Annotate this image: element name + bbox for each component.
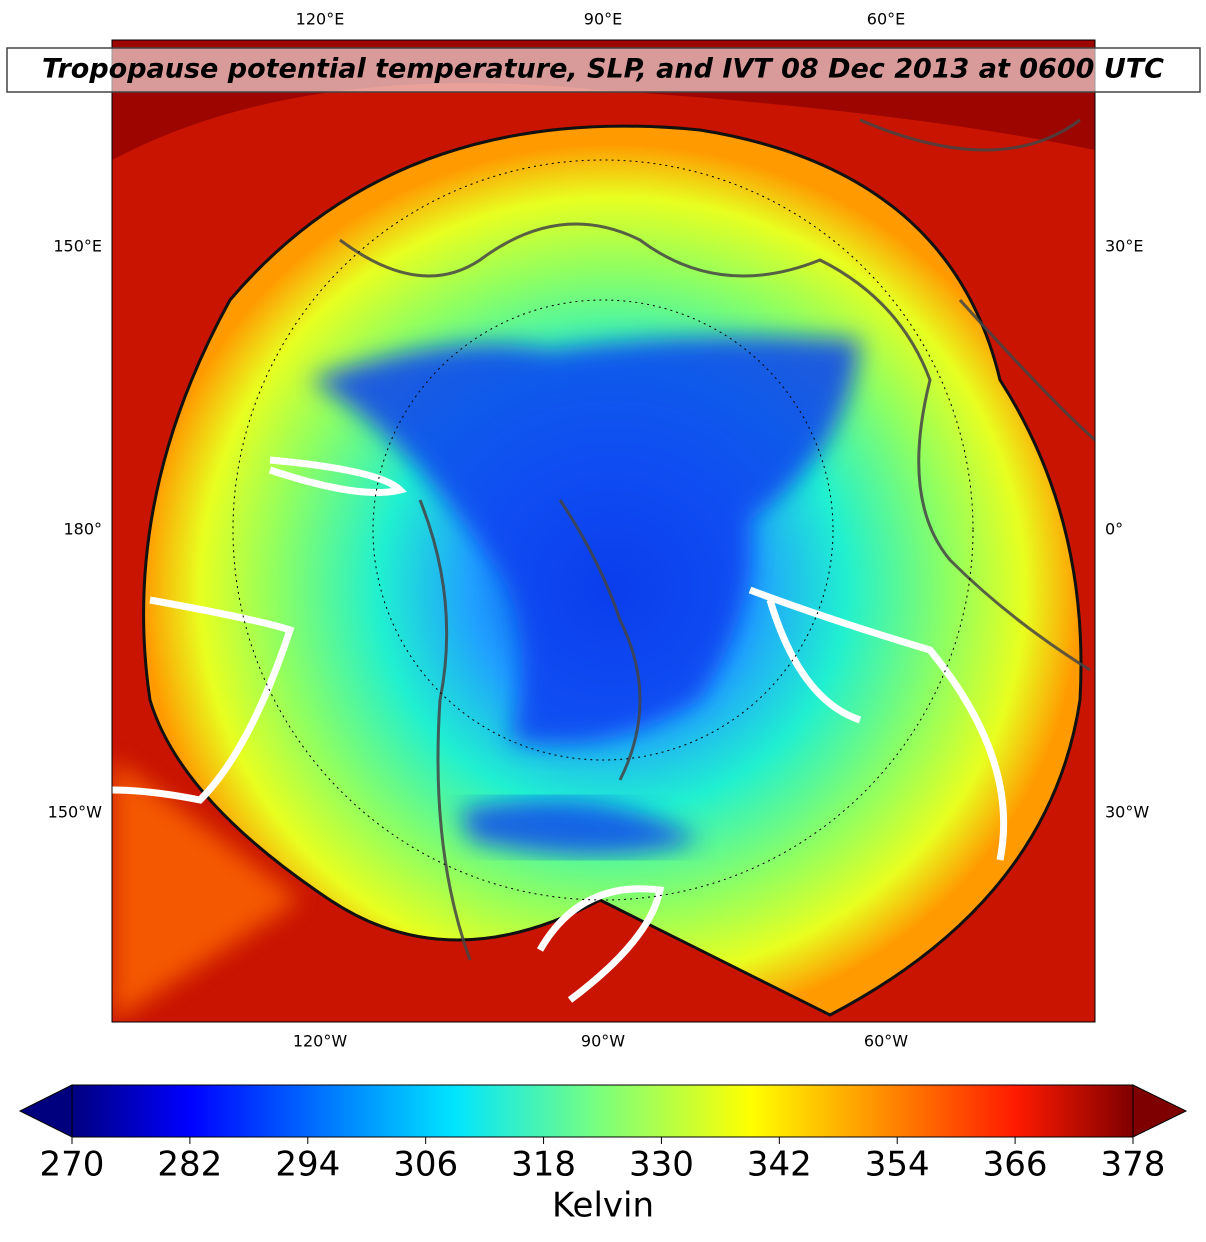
lat-label: 30°W	[1105, 803, 1149, 822]
lon-label: 60°E	[867, 10, 905, 29]
lon-labels: 120°E 90°E 60°E 120°W 90°W 60°W 150°E 180° 150°W…	[48, 10, 1150, 1051]
colorbar-frame	[71, 1084, 1134, 1138]
colorbar-tick-label: 282	[157, 1145, 222, 1185]
colorbar-tick-label: 378	[1101, 1145, 1166, 1185]
lon-label: 90°W	[581, 1032, 625, 1051]
lat-label: 0°	[1105, 520, 1123, 539]
lat-label: 30°E	[1105, 237, 1143, 256]
lon-label: 90°E	[584, 10, 622, 29]
colorbar-tick-label: 342	[747, 1145, 812, 1185]
lon-label: 120°W	[293, 1032, 348, 1051]
title: Tropopause potential temperature, SLP, a…	[42, 54, 1164, 85]
lat-label: 150°W	[48, 803, 103, 822]
colorbar-extend-low	[18, 1084, 73, 1138]
colorbar-tick-label: 330	[629, 1145, 694, 1185]
lat-label: 180°	[63, 520, 102, 539]
colorbar-tick-label: 294	[275, 1145, 340, 1185]
colorbar	[72, 1085, 1133, 1137]
lon-label: 60°W	[864, 1032, 908, 1051]
colorbar-tick-label: 354	[865, 1145, 930, 1185]
colorbar-tick-label: 318	[511, 1145, 576, 1185]
lon-label: 120°E	[296, 10, 345, 29]
colorbar-extend-high	[1132, 1084, 1188, 1138]
colorbar-ticks: 270 282 294 306 318 330 342 354 366 378	[40, 1137, 1166, 1185]
lat-label: 150°E	[53, 237, 102, 256]
map	[112, 40, 1095, 1022]
colorbar-tick-label: 270	[40, 1145, 105, 1185]
colorbar-label: Kelvin	[552, 1186, 654, 1226]
colorbar-tick-label: 366	[983, 1145, 1048, 1185]
title-box	[6, 47, 1201, 93]
colorbar-tick-label: 306	[393, 1145, 458, 1185]
